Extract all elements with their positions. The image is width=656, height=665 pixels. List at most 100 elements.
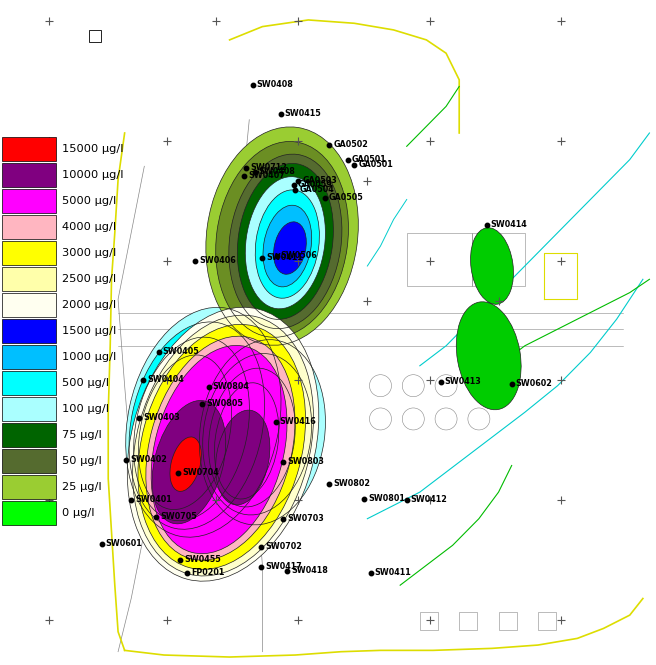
Text: SW0602: SW0602 [516, 379, 552, 388]
Ellipse shape [216, 410, 270, 505]
Text: GA0501: GA0501 [352, 154, 386, 164]
Ellipse shape [237, 164, 333, 319]
Bar [407, 233, 472, 286]
Ellipse shape [127, 307, 319, 581]
Bar [2, 423, 56, 447]
Text: SW0416: SW0416 [279, 417, 316, 426]
Ellipse shape [133, 315, 314, 576]
Ellipse shape [457, 302, 521, 410]
Ellipse shape [170, 437, 201, 491]
Ellipse shape [138, 355, 232, 509]
Text: GA0059: GA0059 [298, 180, 333, 189]
Bar [2, 345, 56, 369]
Bar [2, 371, 56, 395]
Text: GA0503: GA0503 [302, 176, 337, 185]
Bar [499, 612, 516, 630]
Text: GA0502: GA0502 [333, 140, 368, 149]
Ellipse shape [466, 310, 515, 395]
Bar [2, 267, 56, 291]
Bar [2, 215, 56, 239]
Text: GA0505: GA0505 [329, 193, 363, 202]
Bar [2, 189, 56, 213]
Bar [538, 612, 556, 630]
Bar [2, 293, 56, 317]
Text: 4000 µg/l: 4000 µg/l [62, 222, 116, 232]
Ellipse shape [216, 142, 348, 337]
Bar [2, 475, 56, 499]
Text: SW0403: SW0403 [143, 412, 180, 422]
Ellipse shape [209, 368, 295, 507]
Text: 2500 µg/l: 2500 µg/l [62, 274, 116, 284]
Text: SW0712: SW0712 [250, 162, 287, 172]
Ellipse shape [215, 383, 279, 499]
Ellipse shape [245, 177, 325, 309]
Bar [2, 449, 56, 473]
Ellipse shape [126, 307, 281, 537]
Bar [89, 30, 100, 42]
Text: SW0405: SW0405 [163, 347, 199, 356]
Text: SW0408: SW0408 [256, 80, 293, 89]
Bar [2, 501, 56, 525]
Text: 15000 µg/l: 15000 µg/l [62, 144, 123, 154]
Text: 1000 µg/l: 1000 µg/l [62, 352, 116, 362]
Bar [472, 233, 525, 286]
Ellipse shape [138, 325, 306, 569]
Bar [2, 163, 56, 187]
Ellipse shape [206, 127, 358, 345]
Text: SW0408: SW0408 [258, 166, 295, 176]
Ellipse shape [146, 336, 295, 560]
Ellipse shape [151, 345, 287, 554]
Text: SW0704: SW0704 [182, 468, 219, 477]
Text: SW0506: SW0506 [281, 251, 318, 260]
Ellipse shape [203, 354, 312, 515]
Ellipse shape [263, 205, 312, 287]
Text: SW0804: SW0804 [213, 382, 249, 391]
Ellipse shape [255, 190, 319, 298]
Text: SW0418: SW0418 [291, 565, 328, 575]
Text: 5000 µg/l: 5000 µg/l [62, 196, 116, 206]
Text: 3000 µg/l: 3000 µg/l [62, 248, 116, 258]
Text: SW0703: SW0703 [287, 513, 324, 523]
Text: SW0805: SW0805 [206, 399, 243, 408]
Text: SW0407: SW0407 [248, 171, 285, 180]
Text: GA0501: GA0501 [358, 160, 393, 169]
Text: SW0411: SW0411 [375, 568, 411, 577]
Text: SW0702: SW0702 [265, 541, 302, 551]
Ellipse shape [134, 337, 249, 521]
Text: 1500 µg/l: 1500 µg/l [62, 326, 116, 336]
Text: 100 µg/l: 100 µg/l [62, 404, 109, 414]
Text: 25 µg/l: 25 µg/l [62, 482, 102, 492]
Ellipse shape [229, 154, 342, 329]
Text: SW0412: SW0412 [411, 495, 447, 504]
Text: GA0504: GA0504 [299, 184, 334, 194]
Text: 50 µg/l: 50 µg/l [62, 456, 102, 466]
Text: 75 µg/l: 75 µg/l [62, 430, 102, 440]
Bar [420, 612, 438, 630]
Text: SW0803: SW0803 [287, 457, 324, 466]
Text: SW0413: SW0413 [445, 377, 482, 386]
Text: SW0455: SW0455 [184, 555, 221, 564]
Ellipse shape [470, 227, 514, 305]
Text: 2000 µg/l: 2000 µg/l [62, 300, 116, 310]
Text: SW0417: SW0417 [265, 561, 302, 571]
Text: SW0705: SW0705 [160, 512, 197, 521]
Ellipse shape [199, 340, 325, 525]
Bar [2, 319, 56, 343]
Text: FP0201: FP0201 [191, 568, 224, 577]
Bar [2, 241, 56, 265]
Bar [459, 612, 477, 630]
Text: 500 µg/l: 500 µg/l [62, 378, 109, 388]
Text: SW0401: SW0401 [135, 495, 172, 504]
Text: SW0414: SW0414 [491, 219, 527, 229]
Text: SW0404: SW0404 [147, 375, 184, 384]
Ellipse shape [152, 400, 226, 524]
Text: SW0802: SW0802 [333, 479, 370, 488]
Text: SW0402: SW0402 [130, 455, 167, 464]
Text: 0 µg/l: 0 µg/l [62, 508, 94, 518]
Text: SW0601: SW0601 [106, 539, 142, 548]
Text: 10000 µg/l: 10000 µg/l [62, 170, 123, 180]
Text: SW0415: SW0415 [285, 109, 321, 118]
Ellipse shape [274, 222, 306, 274]
Bar [2, 397, 56, 421]
Ellipse shape [129, 322, 264, 529]
